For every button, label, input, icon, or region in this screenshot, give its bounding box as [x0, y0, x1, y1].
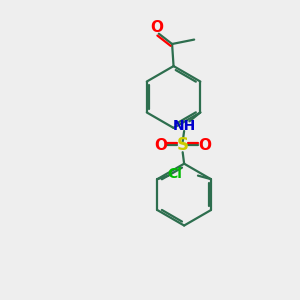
Text: S: S [177, 136, 189, 154]
Text: Cl: Cl [167, 167, 182, 181]
Text: NH: NH [172, 119, 196, 133]
Text: O: O [199, 138, 212, 153]
Text: O: O [154, 138, 167, 153]
Text: O: O [150, 20, 163, 35]
